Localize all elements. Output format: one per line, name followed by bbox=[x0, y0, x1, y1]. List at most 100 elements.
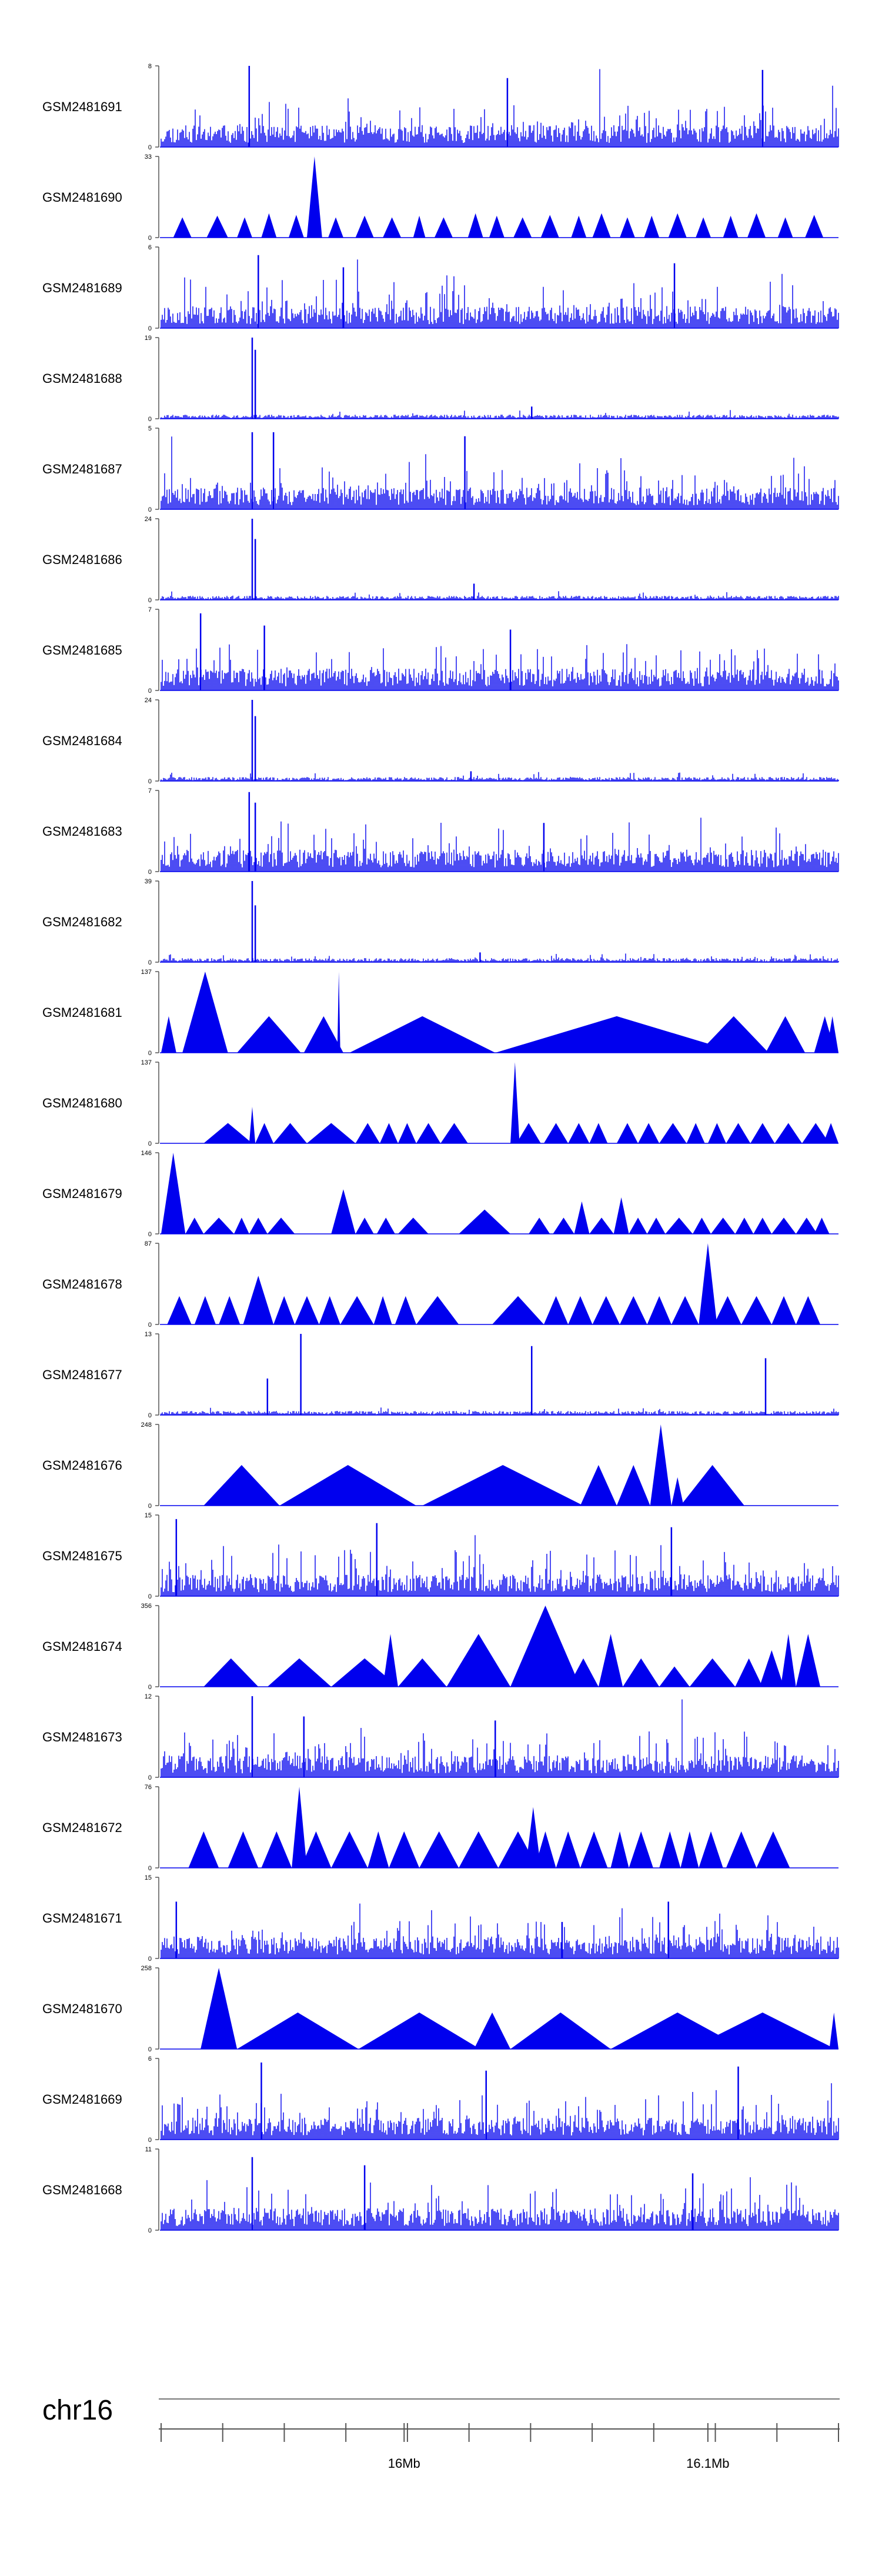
coverage-peak bbox=[219, 1296, 240, 1324]
coverage-peak bbox=[668, 213, 687, 238]
coverage-peak bbox=[440, 1123, 468, 1143]
track-GSM2481690: GSM2481690 33 0 bbox=[42, 154, 838, 242]
coverage-peak bbox=[726, 1123, 751, 1143]
coverage-signal bbox=[161, 410, 839, 419]
coverage-peak bbox=[659, 1831, 681, 1868]
coverage-peak bbox=[306, 156, 322, 238]
coverage-peak bbox=[771, 1296, 796, 1324]
coverage-peak bbox=[516, 1123, 541, 1143]
y-tick-label-zero: 0 bbox=[148, 1231, 152, 1238]
y-tick-label-max: 6 bbox=[148, 244, 152, 251]
coverage-peak bbox=[267, 1658, 332, 1687]
y-tick-label-zero: 0 bbox=[148, 235, 152, 242]
coverage-peak bbox=[696, 217, 711, 238]
coverage-peak bbox=[568, 1296, 593, 1324]
coverage-peak bbox=[571, 215, 587, 238]
coverage-peak bbox=[337, 972, 340, 1053]
track-GSM2481691: GSM2481691 8 0 bbox=[42, 63, 839, 151]
y-tick-label-max: 19 bbox=[145, 335, 152, 342]
y-tick-label-max: 7 bbox=[148, 606, 152, 613]
coverage-peak bbox=[699, 1016, 769, 1053]
coverage-peak bbox=[771, 1217, 796, 1234]
coverage-peak bbox=[474, 2012, 511, 2049]
coverage-peak bbox=[358, 2012, 480, 2049]
y-tick-label-zero: 0 bbox=[148, 688, 152, 695]
coverage-peak bbox=[292, 1787, 307, 1868]
coverage-signal bbox=[161, 1407, 839, 1415]
coverage-peak bbox=[355, 1217, 374, 1234]
track-label: GSM2481690 bbox=[42, 190, 122, 205]
y-tick-label-zero: 0 bbox=[148, 325, 152, 332]
track-GSM2481685: GSM2481685 7 0 bbox=[42, 606, 839, 695]
coverage-peak bbox=[580, 1831, 608, 1868]
track-label: GSM2481682 bbox=[42, 915, 122, 929]
y-tick-label-max: 13 bbox=[145, 1331, 152, 1338]
track-GSM2481674: GSM2481674 356 0 bbox=[42, 1603, 838, 1691]
track-GSM2481678: GSM2481678 87 0 bbox=[42, 1240, 838, 1329]
coverage-peak bbox=[814, 1217, 830, 1234]
y-tick-label-zero: 0 bbox=[148, 416, 152, 423]
y-tick-label-max: 76 bbox=[145, 1784, 152, 1791]
coverage-peak bbox=[228, 1831, 259, 1868]
coverage-peak bbox=[206, 215, 228, 238]
y-tick-label-zero: 0 bbox=[148, 2046, 152, 2053]
coverage-peak bbox=[413, 215, 426, 238]
coverage-peak bbox=[237, 1016, 301, 1053]
chromosome-label: chr16 bbox=[42, 2395, 113, 2426]
coverage-peak bbox=[185, 1217, 204, 1234]
y-tick-label-max: 15 bbox=[145, 1512, 152, 1519]
coverage-peak bbox=[261, 1831, 292, 1868]
track-GSM2481677: GSM2481677 13 0 bbox=[42, 1331, 839, 1419]
track-label: GSM2481686 bbox=[42, 552, 122, 567]
coverage-peak bbox=[201, 1968, 238, 2049]
y-tick-label-max: 137 bbox=[141, 969, 152, 976]
coverage-peak bbox=[513, 217, 532, 238]
coverage-peak bbox=[495, 1016, 739, 1053]
coverage-peak bbox=[616, 1465, 650, 1506]
track-label: GSM2481670 bbox=[42, 2001, 122, 2016]
track-GSM2481684: GSM2481684 24 0 bbox=[42, 697, 839, 785]
coverage-peak bbox=[331, 1189, 356, 1234]
coverage-peak bbox=[726, 1831, 757, 1868]
track-GSM2481679: GSM2481679 146 0 bbox=[42, 1150, 838, 1238]
coverage-peak bbox=[802, 1123, 830, 1143]
coverage-peak bbox=[397, 1123, 416, 1143]
coverage-peak bbox=[796, 1217, 817, 1234]
track-label: GSM2481684 bbox=[42, 733, 122, 748]
coverage-peak bbox=[188, 1831, 219, 1868]
coverage-peak bbox=[237, 217, 252, 238]
track-label: GSM2481668 bbox=[42, 2183, 122, 2197]
coverage-peak bbox=[693, 1217, 711, 1234]
coverage-peak bbox=[613, 1197, 629, 1234]
coverage-signal bbox=[161, 2083, 839, 2140]
coverage-peak bbox=[680, 1465, 744, 1506]
coverage-peak bbox=[650, 1424, 671, 1506]
coverage-peak bbox=[686, 1123, 705, 1143]
track-GSM2481671: GSM2481671 15 0 bbox=[42, 1874, 839, 1963]
coverage-peak bbox=[331, 1658, 398, 1687]
track-GSM2481676: GSM2481676 248 0 bbox=[42, 1422, 838, 1510]
coverage-peak bbox=[279, 1465, 416, 1506]
coverage-signal bbox=[161, 772, 839, 781]
coverage-peak bbox=[689, 1658, 736, 1687]
coverage-peak bbox=[459, 1831, 499, 1868]
coverage-peak bbox=[255, 1123, 274, 1143]
coverage-peak bbox=[711, 1217, 736, 1234]
track-GSM2481668: GSM2481668 11 0 bbox=[42, 2146, 839, 2234]
coverage-peak bbox=[629, 1831, 653, 1868]
coverage-peak bbox=[777, 217, 793, 238]
coverage-peak bbox=[379, 1123, 398, 1143]
track-GSM2481680: GSM2481680 137 0 bbox=[42, 1059, 838, 1147]
track-GSM2481672: GSM2481672 76 0 bbox=[42, 1784, 838, 1872]
y-tick-label-zero: 0 bbox=[148, 1593, 152, 1600]
coverage-peak bbox=[680, 1831, 699, 1868]
track-label: GSM2481689 bbox=[42, 281, 122, 295]
coverage-peak bbox=[580, 1465, 617, 1506]
coverage-peak bbox=[419, 1831, 459, 1868]
coverage-peak bbox=[249, 1106, 256, 1143]
coverage-peak bbox=[368, 1831, 389, 1868]
coverage-peak bbox=[659, 1123, 687, 1143]
coverage-peak bbox=[376, 1217, 395, 1234]
chromosome-axis: chr16 16Mb 16.1Mb bbox=[42, 2395, 840, 2471]
y-tick-label-max: 11 bbox=[145, 2146, 152, 2153]
